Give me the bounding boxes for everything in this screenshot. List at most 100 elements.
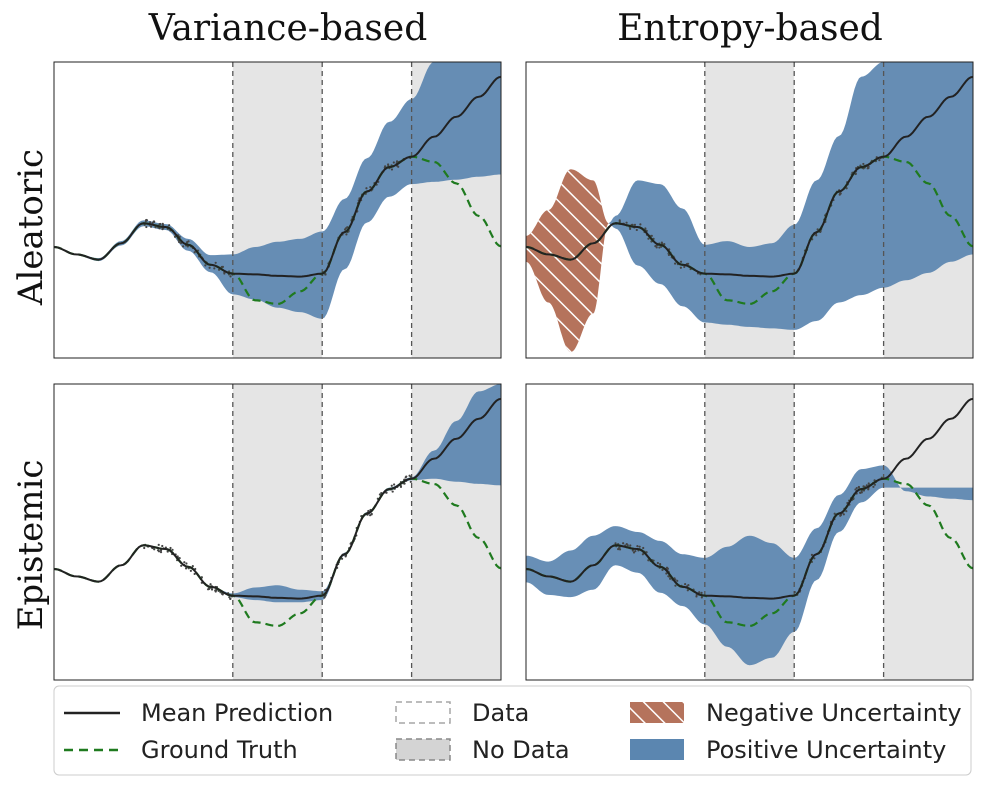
data-point: [209, 583, 212, 586]
data-point: [156, 549, 160, 552]
panel-frame: [525, 383, 974, 681]
legend-ground-truth-label: Ground Truth: [141, 736, 298, 764]
data-point: [184, 567, 188, 570]
data-point: [625, 221, 628, 224]
data-point: [346, 226, 349, 229]
data-point: [867, 482, 870, 485]
data-point: [345, 233, 348, 236]
data-point: [193, 251, 196, 254]
column-title-entropy: Entropy-based: [617, 8, 883, 49]
data-point: [157, 543, 160, 546]
data-point: [667, 575, 670, 578]
data-point: [149, 221, 152, 224]
panel-plot-area: [526, 62, 973, 358]
legend-no-data-swatch: [395, 738, 451, 761]
data-point: [158, 223, 161, 226]
data-point: [159, 549, 163, 552]
data-point: [210, 588, 214, 591]
data-point: [153, 548, 156, 551]
legend-negative-uncertainty-hatch: [630, 702, 684, 723]
data-point: [340, 557, 344, 560]
data-point: [614, 542, 617, 545]
data-point: [622, 542, 625, 545]
data-point: [390, 168, 394, 171]
data-point: [178, 240, 181, 244]
legend: Mean Prediction Ground Truth Data No Dat…: [53, 685, 972, 776]
data-point: [213, 267, 216, 270]
data-point: [618, 220, 621, 223]
data-point: [173, 235, 177, 238]
data-point: [149, 225, 153, 228]
legend-negative-uncertainty-label: Negative Uncertainty: [706, 699, 962, 727]
mean-prediction-line: [526, 75, 973, 278]
data-point: [409, 475, 413, 478]
data-point: [161, 544, 164, 548]
data-point: [152, 220, 155, 223]
data-point: [618, 219, 621, 222]
data-point: [409, 480, 412, 483]
column-title-variance: Variance-based: [148, 8, 428, 49]
data-point: [873, 483, 876, 486]
data-point: [666, 567, 669, 570]
data-point: [378, 493, 382, 496]
data-point: [385, 491, 388, 494]
data-point: [178, 557, 181, 560]
data-point: [404, 476, 407, 479]
panel-frame: [53, 383, 502, 681]
data-point: [639, 223, 642, 226]
data-point: [686, 589, 689, 592]
data-point: [204, 264, 207, 267]
data-point: [862, 489, 866, 492]
legend-positive-uncertainty-swatch: [630, 739, 684, 760]
legend-no-data-label: No Data: [472, 736, 570, 764]
mean-prediction-line: [54, 397, 501, 600]
data-point: [679, 266, 682, 269]
panel-epistemic-variance: [53, 383, 502, 681]
data-point: [629, 544, 632, 547]
data-point: [647, 559, 650, 562]
positive-uncertainty-band: [608, 62, 973, 330]
data-point: [698, 591, 701, 594]
data-point: [626, 544, 629, 547]
data-point: [369, 514, 372, 517]
data-point: [641, 553, 644, 556]
data-point: [855, 486, 858, 490]
data-point: [793, 590, 796, 594]
no-data-region: [232, 384, 323, 680]
data-point: [180, 564, 183, 567]
data-point: [838, 193, 841, 196]
data-point: [154, 226, 157, 229]
data-point: [189, 569, 192, 572]
data-point: [343, 228, 347, 231]
data-point: [369, 185, 372, 189]
data-point: [324, 273, 327, 276]
panel-aleatoric-entropy: [525, 61, 974, 359]
data-point: [867, 166, 870, 170]
row-title-aleatoric: Aleatoric: [11, 149, 51, 306]
data-point: [810, 553, 814, 556]
data-point: [220, 265, 223, 269]
data-point: [214, 590, 217, 593]
data-point: [229, 597, 232, 600]
data-point: [191, 564, 194, 568]
data-point: [813, 557, 816, 560]
data-point: [169, 546, 172, 550]
data-point: [857, 485, 860, 489]
data-point: [676, 579, 679, 582]
data-point: [323, 596, 326, 599]
data-point: [636, 545, 639, 548]
data-point: [399, 485, 403, 489]
data-point: [208, 266, 211, 269]
data-point: [659, 563, 662, 566]
data-point: [845, 187, 848, 190]
row-title-epistemic: Epistemic: [11, 460, 51, 631]
data-point: [390, 484, 393, 487]
data-point: [370, 512, 373, 516]
data-point: [193, 572, 196, 576]
panel-plot-area: [54, 384, 501, 680]
data-point: [687, 584, 690, 587]
data-point: [634, 550, 637, 553]
legend-positive-uncertainty-label: Positive Uncertainty: [706, 736, 946, 764]
data-point: [168, 224, 171, 227]
